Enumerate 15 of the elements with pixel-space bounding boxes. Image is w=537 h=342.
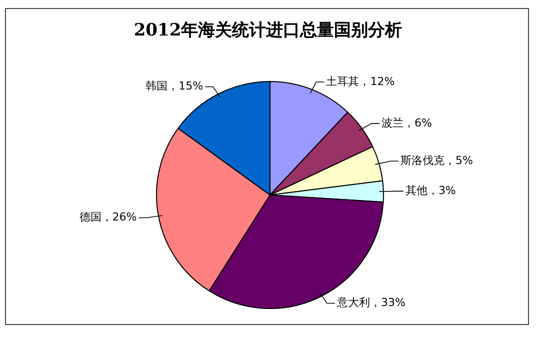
data-label: ，33% — [370, 296, 406, 310]
slice-label: 波兰 — [382, 116, 404, 130]
data-label: ，12% — [359, 74, 395, 88]
data-label: ，15% — [168, 80, 204, 93]
slice-label: 斯洛伐克 — [400, 154, 445, 167]
data-label: ，6% — [404, 116, 432, 130]
slice-label: 意大利 — [336, 296, 370, 310]
slice-label: 德国 — [79, 210, 102, 224]
slice-label: 其他 — [405, 184, 428, 198]
data-label: ，3% — [427, 184, 456, 198]
slice-label: 韩国 — [146, 80, 168, 93]
slice-label: 土耳其 — [326, 74, 360, 88]
data-label: ，26% — [101, 210, 137, 224]
chart-title: 2012年海关统计进口总量国别分析 — [134, 20, 402, 40]
data-label: ，5% — [444, 154, 473, 167]
